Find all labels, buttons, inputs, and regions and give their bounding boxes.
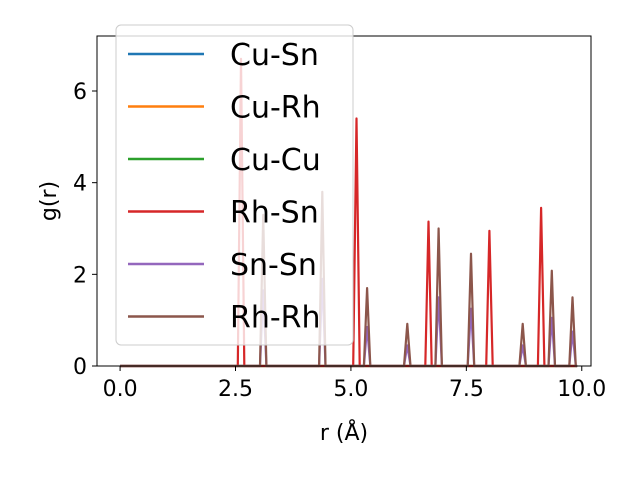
y-axis-label: g(r): [37, 181, 62, 221]
x-axis-label: r (Å): [320, 419, 368, 446]
y-tick-label: 2: [73, 263, 87, 288]
x-tick-label: 0.0: [103, 377, 138, 402]
legend-label: Rh-Rh: [230, 301, 321, 336]
x-axis: 0.0 2.5 5.0 7.5 10.0: [103, 366, 606, 402]
x-tick-label: 10.0: [557, 377, 606, 402]
legend-label: Cu-Cu: [230, 143, 321, 178]
y-tick-label: 4: [73, 172, 87, 197]
legend-label: Sn-Sn: [230, 248, 317, 283]
legend-box: [115, 24, 354, 346]
legend-label: Cu-Rh: [230, 91, 321, 126]
x-tick-label: 2.5: [218, 377, 253, 402]
y-axis: 0 2 4 6: [73, 80, 97, 380]
x-tick-label: 5.0: [333, 377, 368, 402]
legend-label: Cu-Sn: [230, 38, 319, 73]
legend: Cu-Sn Cu-Rh Cu-Cu Rh-Sn Sn-Sn Rh-Rh: [115, 24, 354, 346]
x-tick-label: 7.5: [449, 377, 484, 402]
legend-label: Rh-Sn: [230, 196, 319, 231]
y-tick-label: 0: [73, 355, 87, 380]
y-tick-label: 6: [73, 80, 87, 105]
